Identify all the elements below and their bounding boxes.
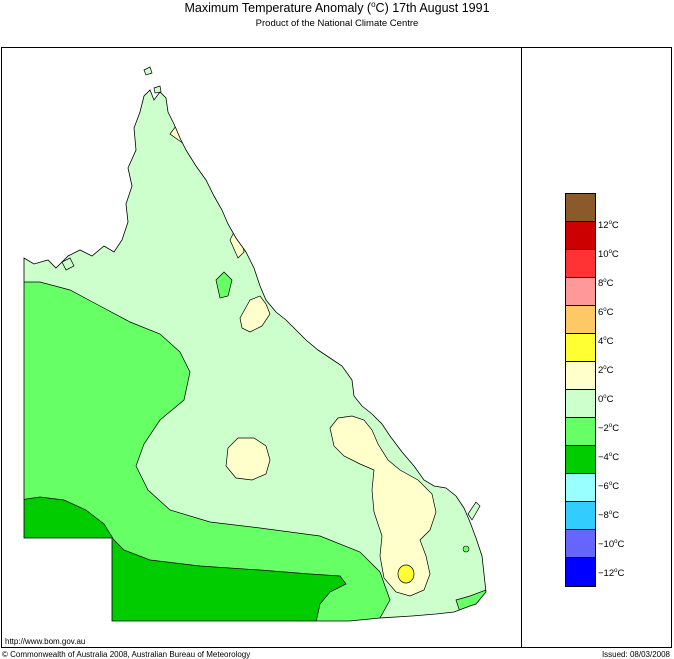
legend-swatch-0 [566,390,595,418]
minus2-zone-coast [462,545,470,553]
legend-label-minus6: −6oC [598,481,620,493]
island-cape [153,85,162,94]
plus2-zone [397,564,415,584]
legend-swatch-6 [566,306,595,334]
legend-swatch-12 [566,222,595,250]
map-title: Maximum Temperature Anomaly (oC) 17th Au… [184,0,490,16]
legend-label-minus10: −10oC [598,539,625,551]
minus2-zone-inland [215,271,233,299]
legend-swatch-minus2 [566,418,595,446]
legend-label-6: 6oC [598,307,614,319]
legend-swatch-minus8 [566,502,595,530]
legend-label-0: 0oC [598,394,614,406]
footer-url[interactable]: http://www.bom.gov.au [5,637,86,646]
legend-swatch-minus6 [566,474,595,502]
legend-label-10: 10oC [598,249,619,261]
map-subtitle: Product of the National Climate Centre [255,18,419,29]
footer-copyright: © Commonwealth of Australia 2008, Austra… [2,650,251,659]
minus2-zone-west [24,281,486,621]
map-frame [1,47,672,648]
footer-issued-date: Issued: 08/03/2008 [601,650,670,659]
state-border [23,89,487,622]
zero-zone-central [225,437,271,481]
legend [565,193,596,587]
legend-label-8: 8oC [598,278,614,290]
legend-label-4: 4oC [598,336,614,348]
island-southeast [467,501,481,521]
island-gulf [61,257,75,271]
legend-label-minus2: −2oC [598,423,620,435]
qld-regions [23,66,487,622]
legend-swatch-brown [566,194,595,222]
legend-label-12: 12oC [598,220,619,232]
legend-colorbar [565,193,596,587]
legend-label-2: 2oC [598,365,614,377]
legend-swatch-minus12 [566,558,595,586]
legend-swatch-8 [566,278,595,306]
legend-swatch-minus4 [566,446,595,474]
legend-swatch-2 [566,362,595,390]
zero-zone-east [329,415,437,597]
legend-label-minus12: −12oC [598,568,625,580]
legend-swatch-4 [566,334,595,362]
legend-label-minus8: −8oC [598,510,620,522]
legend-divider [521,47,522,648]
legend-label-minus4: −4oC [598,452,620,464]
zero-zone-coast-2 [239,295,271,333]
island-north [143,66,153,76]
legend-swatch-10 [566,250,595,278]
legend-swatch-minus10 [566,530,595,558]
